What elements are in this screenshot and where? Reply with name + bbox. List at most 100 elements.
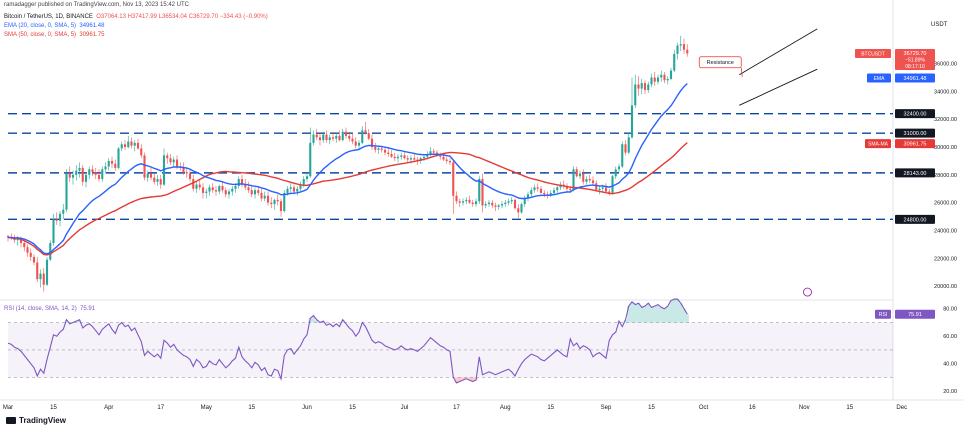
candle-body bbox=[78, 167, 81, 171]
candle-body bbox=[666, 78, 669, 81]
rsi-tick-label: 80.00 bbox=[943, 307, 957, 313]
candle-body bbox=[104, 166, 107, 170]
candle-body bbox=[439, 155, 442, 157]
sma50-line bbox=[7, 142, 688, 256]
time-tick-label: 15 bbox=[846, 405, 853, 411]
candle-body bbox=[591, 180, 595, 184]
time-tick-label: 15 bbox=[50, 405, 57, 411]
sma-name-tag bbox=[865, 139, 891, 149]
time-tick-label: Oct bbox=[699, 405, 709, 411]
candle-body bbox=[309, 142, 312, 177]
candle-body bbox=[198, 184, 201, 188]
candle-body bbox=[169, 158, 172, 163]
time-tick-label: Dec bbox=[896, 405, 907, 411]
candle-body bbox=[406, 158, 409, 160]
candle-body bbox=[81, 167, 84, 182]
candle-body bbox=[159, 179, 162, 185]
candle-body bbox=[188, 173, 192, 180]
candle-body bbox=[647, 84, 650, 91]
ema-price-tag bbox=[895, 73, 935, 83]
candle-body bbox=[211, 187, 214, 191]
time-tick-label: 15 bbox=[648, 405, 655, 411]
rsi-legend: RSI (14, close, SMA, 14, 2) 75.91 bbox=[4, 306, 95, 312]
candle-body bbox=[32, 256, 36, 263]
candle-body bbox=[270, 202, 273, 205]
candle-body bbox=[224, 190, 227, 195]
candle-body bbox=[75, 170, 78, 175]
rsi-name-tag bbox=[875, 309, 891, 319]
candle-body bbox=[153, 177, 156, 182]
candle-body bbox=[205, 191, 208, 193]
candle-body bbox=[6, 236, 10, 238]
sma-legend-value: 30961.75 bbox=[79, 32, 105, 38]
candle-body bbox=[539, 188, 543, 193]
candle-body bbox=[133, 142, 136, 146]
candle-body bbox=[227, 191, 231, 195]
candle-body bbox=[510, 199, 513, 202]
candle-body bbox=[58, 213, 62, 221]
candle-body bbox=[149, 173, 153, 178]
candle-body bbox=[185, 172, 188, 174]
level-price-tag bbox=[895, 128, 935, 138]
price-tick-label: 28000.00 bbox=[934, 173, 957, 179]
candle-body bbox=[543, 192, 546, 195]
candle-body bbox=[322, 134, 325, 141]
ema-name-label: EMA bbox=[874, 76, 886, 82]
candle-body bbox=[201, 187, 205, 193]
candle-body bbox=[582, 173, 585, 182]
candle-body bbox=[253, 190, 257, 195]
ohlc-values: O37064.13 H37417.99 L36534.04 C36729.70 … bbox=[96, 14, 268, 20]
sma-price-label: 30961.75 bbox=[904, 142, 927, 148]
candle-body bbox=[442, 156, 445, 160]
candle-body bbox=[660, 74, 663, 78]
candle-body bbox=[23, 242, 26, 248]
candle-body bbox=[627, 137, 630, 153]
time-tick-label: 15 bbox=[547, 405, 554, 411]
candle-body bbox=[536, 187, 539, 189]
candle-body bbox=[465, 199, 468, 202]
candle-body bbox=[598, 188, 601, 191]
candle-body bbox=[640, 83, 643, 89]
candle-body bbox=[146, 173, 149, 178]
candle-body bbox=[192, 179, 195, 189]
candle-body bbox=[552, 190, 556, 193]
candle-body bbox=[458, 201, 461, 203]
candle-body bbox=[621, 144, 624, 167]
candle-body bbox=[338, 135, 341, 141]
candle-body bbox=[91, 169, 94, 173]
candle-body bbox=[686, 49, 689, 54]
sma-name-label: SMA-MA bbox=[868, 142, 889, 148]
ema-price-label: 34961.48 bbox=[904, 76, 927, 82]
candle-body bbox=[247, 187, 250, 191]
candle-body bbox=[429, 151, 432, 154]
rsi-legend-label: RSI (14, close, SMA, 14, 2) bbox=[4, 306, 77, 312]
price-tick-label: 22000.00 bbox=[934, 256, 957, 262]
candle-body bbox=[39, 273, 42, 280]
candle-body bbox=[575, 169, 578, 177]
candle-body bbox=[422, 156, 426, 159]
sma-legend-label: SMA (50, close, 0, SMA, 5) bbox=[4, 32, 77, 38]
time-tick-label: Jul bbox=[401, 405, 409, 411]
candle-body bbox=[585, 179, 588, 182]
symbol-title: Bitcoin / TetherUS, 1D, BINANCE bbox=[4, 14, 93, 20]
candle-body bbox=[595, 183, 598, 191]
candle-body bbox=[445, 159, 448, 161]
candle-body bbox=[172, 159, 175, 163]
candle-body bbox=[312, 134, 315, 143]
candle-body bbox=[533, 187, 536, 191]
candle-body bbox=[679, 44, 682, 46]
candle-body bbox=[156, 179, 159, 182]
candle-body bbox=[166, 155, 169, 159]
candle-body bbox=[634, 84, 637, 106]
price-tick-label: 20000.00 bbox=[934, 284, 957, 290]
candle-body bbox=[650, 77, 653, 85]
candle-body bbox=[182, 167, 185, 173]
candle-body bbox=[513, 199, 517, 209]
candle-body bbox=[608, 191, 611, 193]
candle-body bbox=[221, 185, 224, 191]
level-price-tag bbox=[895, 214, 935, 224]
level-price-label: 31000.00 bbox=[904, 131, 927, 137]
candle-body bbox=[682, 44, 686, 50]
candle-body bbox=[348, 135, 351, 139]
